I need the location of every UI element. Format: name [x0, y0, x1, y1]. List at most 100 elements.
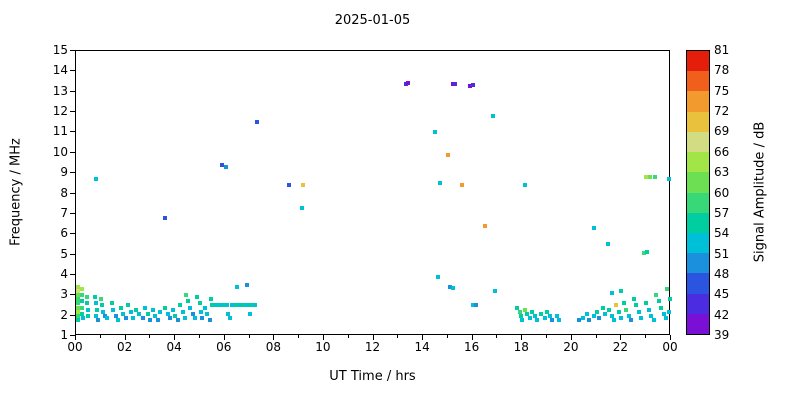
data-point	[577, 317, 582, 322]
data-point	[629, 317, 634, 322]
data-point	[118, 305, 123, 310]
colorbar-tick-label: 69	[714, 124, 730, 139]
data-point	[450, 286, 455, 291]
colorbar-band	[687, 131, 709, 153]
data-point	[661, 311, 666, 316]
data-point	[230, 303, 235, 308]
data-point	[644, 175, 649, 180]
y-tick	[70, 273, 75, 275]
x-tick-label: 22	[612, 340, 629, 354]
x-tick	[75, 335, 76, 340]
data-point	[580, 315, 585, 320]
x-minor-tick	[198, 335, 200, 338]
data-point	[214, 303, 219, 308]
colorbar-tick-label: 54	[714, 226, 730, 241]
data-point	[519, 313, 523, 318]
x-tick	[124, 335, 126, 340]
data-point	[403, 81, 408, 86]
data-point	[104, 315, 109, 320]
x-tick-label: 02	[116, 340, 133, 354]
colorbar-band	[687, 232, 709, 254]
data-point	[199, 309, 204, 314]
chart-title: 2025-01-05	[334, 13, 411, 28]
colorbar-label: Signal Amplitude / dB	[752, 121, 768, 263]
data-point	[435, 274, 440, 279]
data-point	[81, 315, 86, 320]
data-point	[193, 315, 197, 320]
data-point	[93, 177, 98, 182]
y-tick-label: 13	[52, 83, 68, 98]
data-point	[647, 175, 652, 180]
x-minor-tick	[347, 335, 349, 338]
colorbar-tick-label: 45	[714, 287, 730, 302]
data-point	[448, 285, 453, 290]
colorbar-tick-label: 42	[714, 307, 730, 322]
data-point	[666, 177, 671, 182]
data-point	[483, 224, 488, 229]
data-point	[470, 303, 475, 308]
data-point	[545, 309, 550, 314]
data-point	[75, 285, 80, 290]
data-point	[80, 293, 85, 298]
y-tick-label: 2	[60, 307, 68, 322]
x-tick	[174, 335, 176, 340]
data-point	[517, 309, 522, 314]
data-point	[123, 315, 128, 320]
data-point	[652, 175, 657, 180]
data-point	[287, 183, 292, 188]
data-point	[93, 301, 98, 306]
data-point	[75, 289, 80, 294]
data-point	[155, 317, 160, 322]
data-point	[468, 83, 473, 88]
colorbar-band	[687, 313, 709, 335]
data-point	[406, 80, 411, 85]
data-point	[85, 301, 90, 306]
data-point	[542, 315, 547, 320]
data-point	[605, 242, 610, 247]
colorbar-tick-label: 75	[714, 83, 730, 98]
data-point	[165, 311, 170, 316]
data-point	[148, 317, 153, 322]
x-minor-tick	[248, 335, 250, 338]
data-point	[453, 81, 458, 86]
data-point	[636, 309, 641, 314]
data-point	[233, 303, 238, 308]
data-point	[92, 295, 97, 300]
y-tick-label: 11	[52, 124, 68, 139]
data-point	[220, 163, 225, 167]
data-point	[75, 313, 80, 318]
data-point	[607, 307, 612, 312]
y-tick-label: 15	[52, 43, 68, 57]
data-point	[247, 311, 252, 316]
x-tick-label: 00	[662, 340, 678, 354]
data-point	[603, 311, 608, 316]
colorbar-band	[687, 71, 709, 92]
data-point	[592, 313, 597, 318]
data-point	[532, 313, 537, 318]
data-point	[450, 81, 455, 86]
x-tick	[422, 335, 424, 340]
data-point	[93, 313, 98, 318]
data-point	[173, 313, 178, 318]
data-point	[158, 309, 163, 314]
data-point	[75, 301, 80, 306]
x-tick-label: 16	[464, 340, 480, 354]
colorbar-band	[687, 273, 709, 294]
data-point	[557, 317, 562, 322]
data-point	[609, 291, 614, 296]
x-tick-label: 08	[265, 340, 281, 354]
x-tick	[570, 335, 572, 340]
colorbar-band	[687, 172, 709, 193]
y-tick-label: 7	[60, 205, 68, 220]
x-tick-label: 18	[513, 340, 529, 354]
x-tick-label: 10	[315, 340, 331, 354]
data-point	[656, 299, 661, 304]
data-point	[222, 303, 227, 308]
data-point	[163, 305, 168, 310]
data-point	[116, 317, 121, 322]
data-point	[535, 317, 540, 322]
data-point	[143, 305, 148, 310]
data-point	[639, 315, 644, 320]
data-point	[659, 305, 664, 310]
